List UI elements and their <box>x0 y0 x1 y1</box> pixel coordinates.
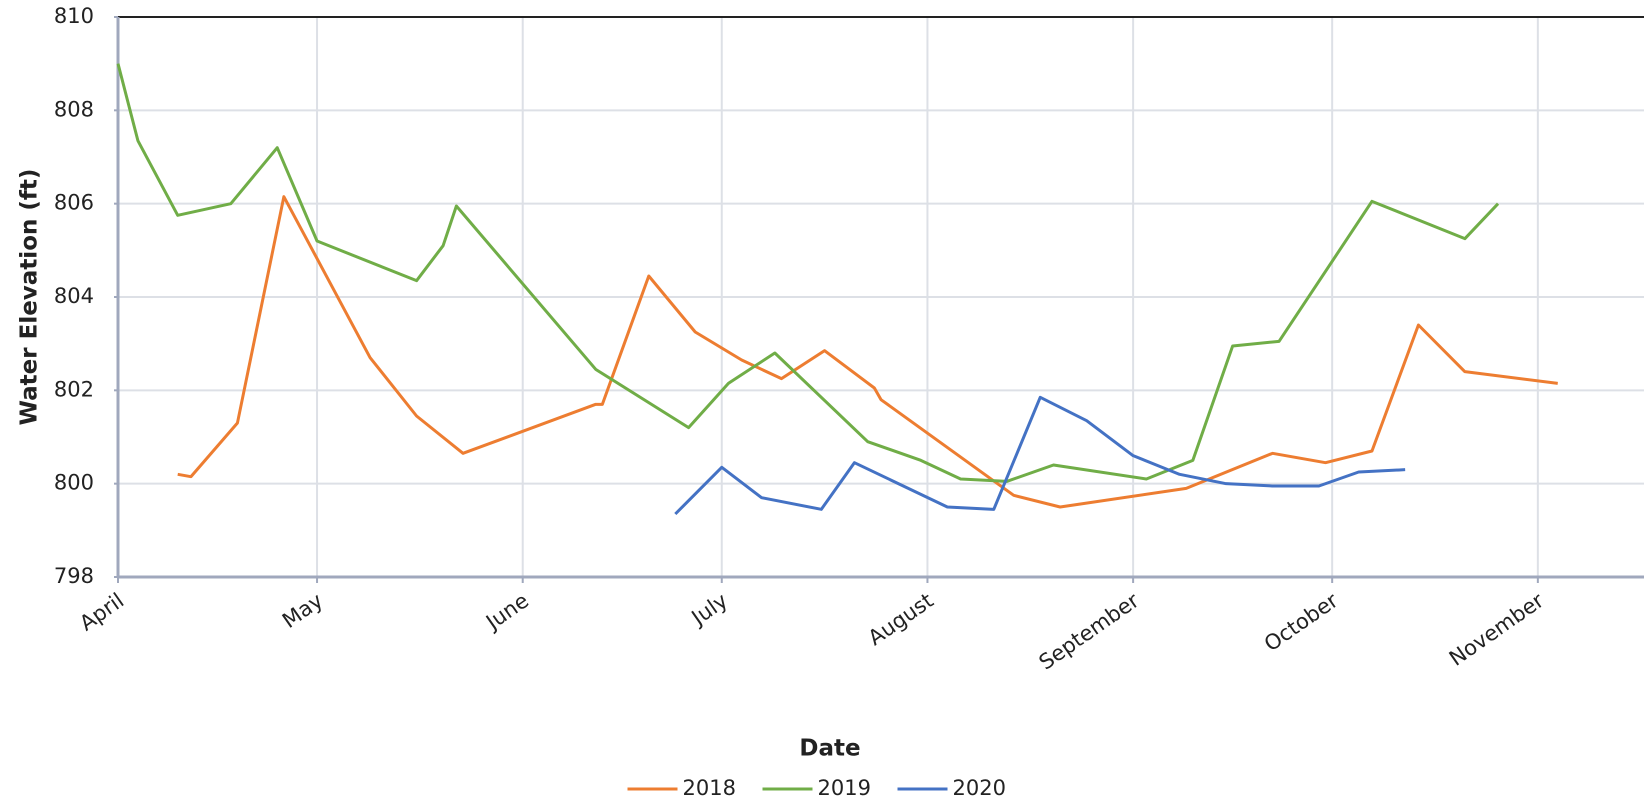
y-tick-label: 798 <box>54 564 94 588</box>
x-tick-label: April <box>75 588 128 635</box>
data-line <box>116 63 1500 483</box>
y-axis-title: Water Elevation (ft) <box>17 169 43 426</box>
x-tick-label: November <box>1445 588 1549 671</box>
x-tick-label: June <box>480 588 533 635</box>
y-tick-label: 804 <box>54 284 94 308</box>
legend-label: 2020 <box>953 776 1006 800</box>
legend-label: 2018 <box>683 776 736 800</box>
x-tick-label: August <box>864 588 938 650</box>
y-tick-label: 806 <box>54 191 94 215</box>
y-tick-label: 800 <box>54 471 94 495</box>
legend-label: 2019 <box>818 776 871 800</box>
y-tick-label: 802 <box>54 377 94 401</box>
data-line <box>674 395 1406 516</box>
x-tick-label: October <box>1260 588 1343 656</box>
x-tick-label: July <box>686 588 732 630</box>
x-axis-title: Date <box>799 736 860 762</box>
x-tick-label: September <box>1035 588 1144 674</box>
y-tick-label: 808 <box>54 97 94 121</box>
y-tick-label: 810 <box>54 4 94 28</box>
x-tick-label: May <box>278 588 327 633</box>
data-line <box>177 195 1558 509</box>
